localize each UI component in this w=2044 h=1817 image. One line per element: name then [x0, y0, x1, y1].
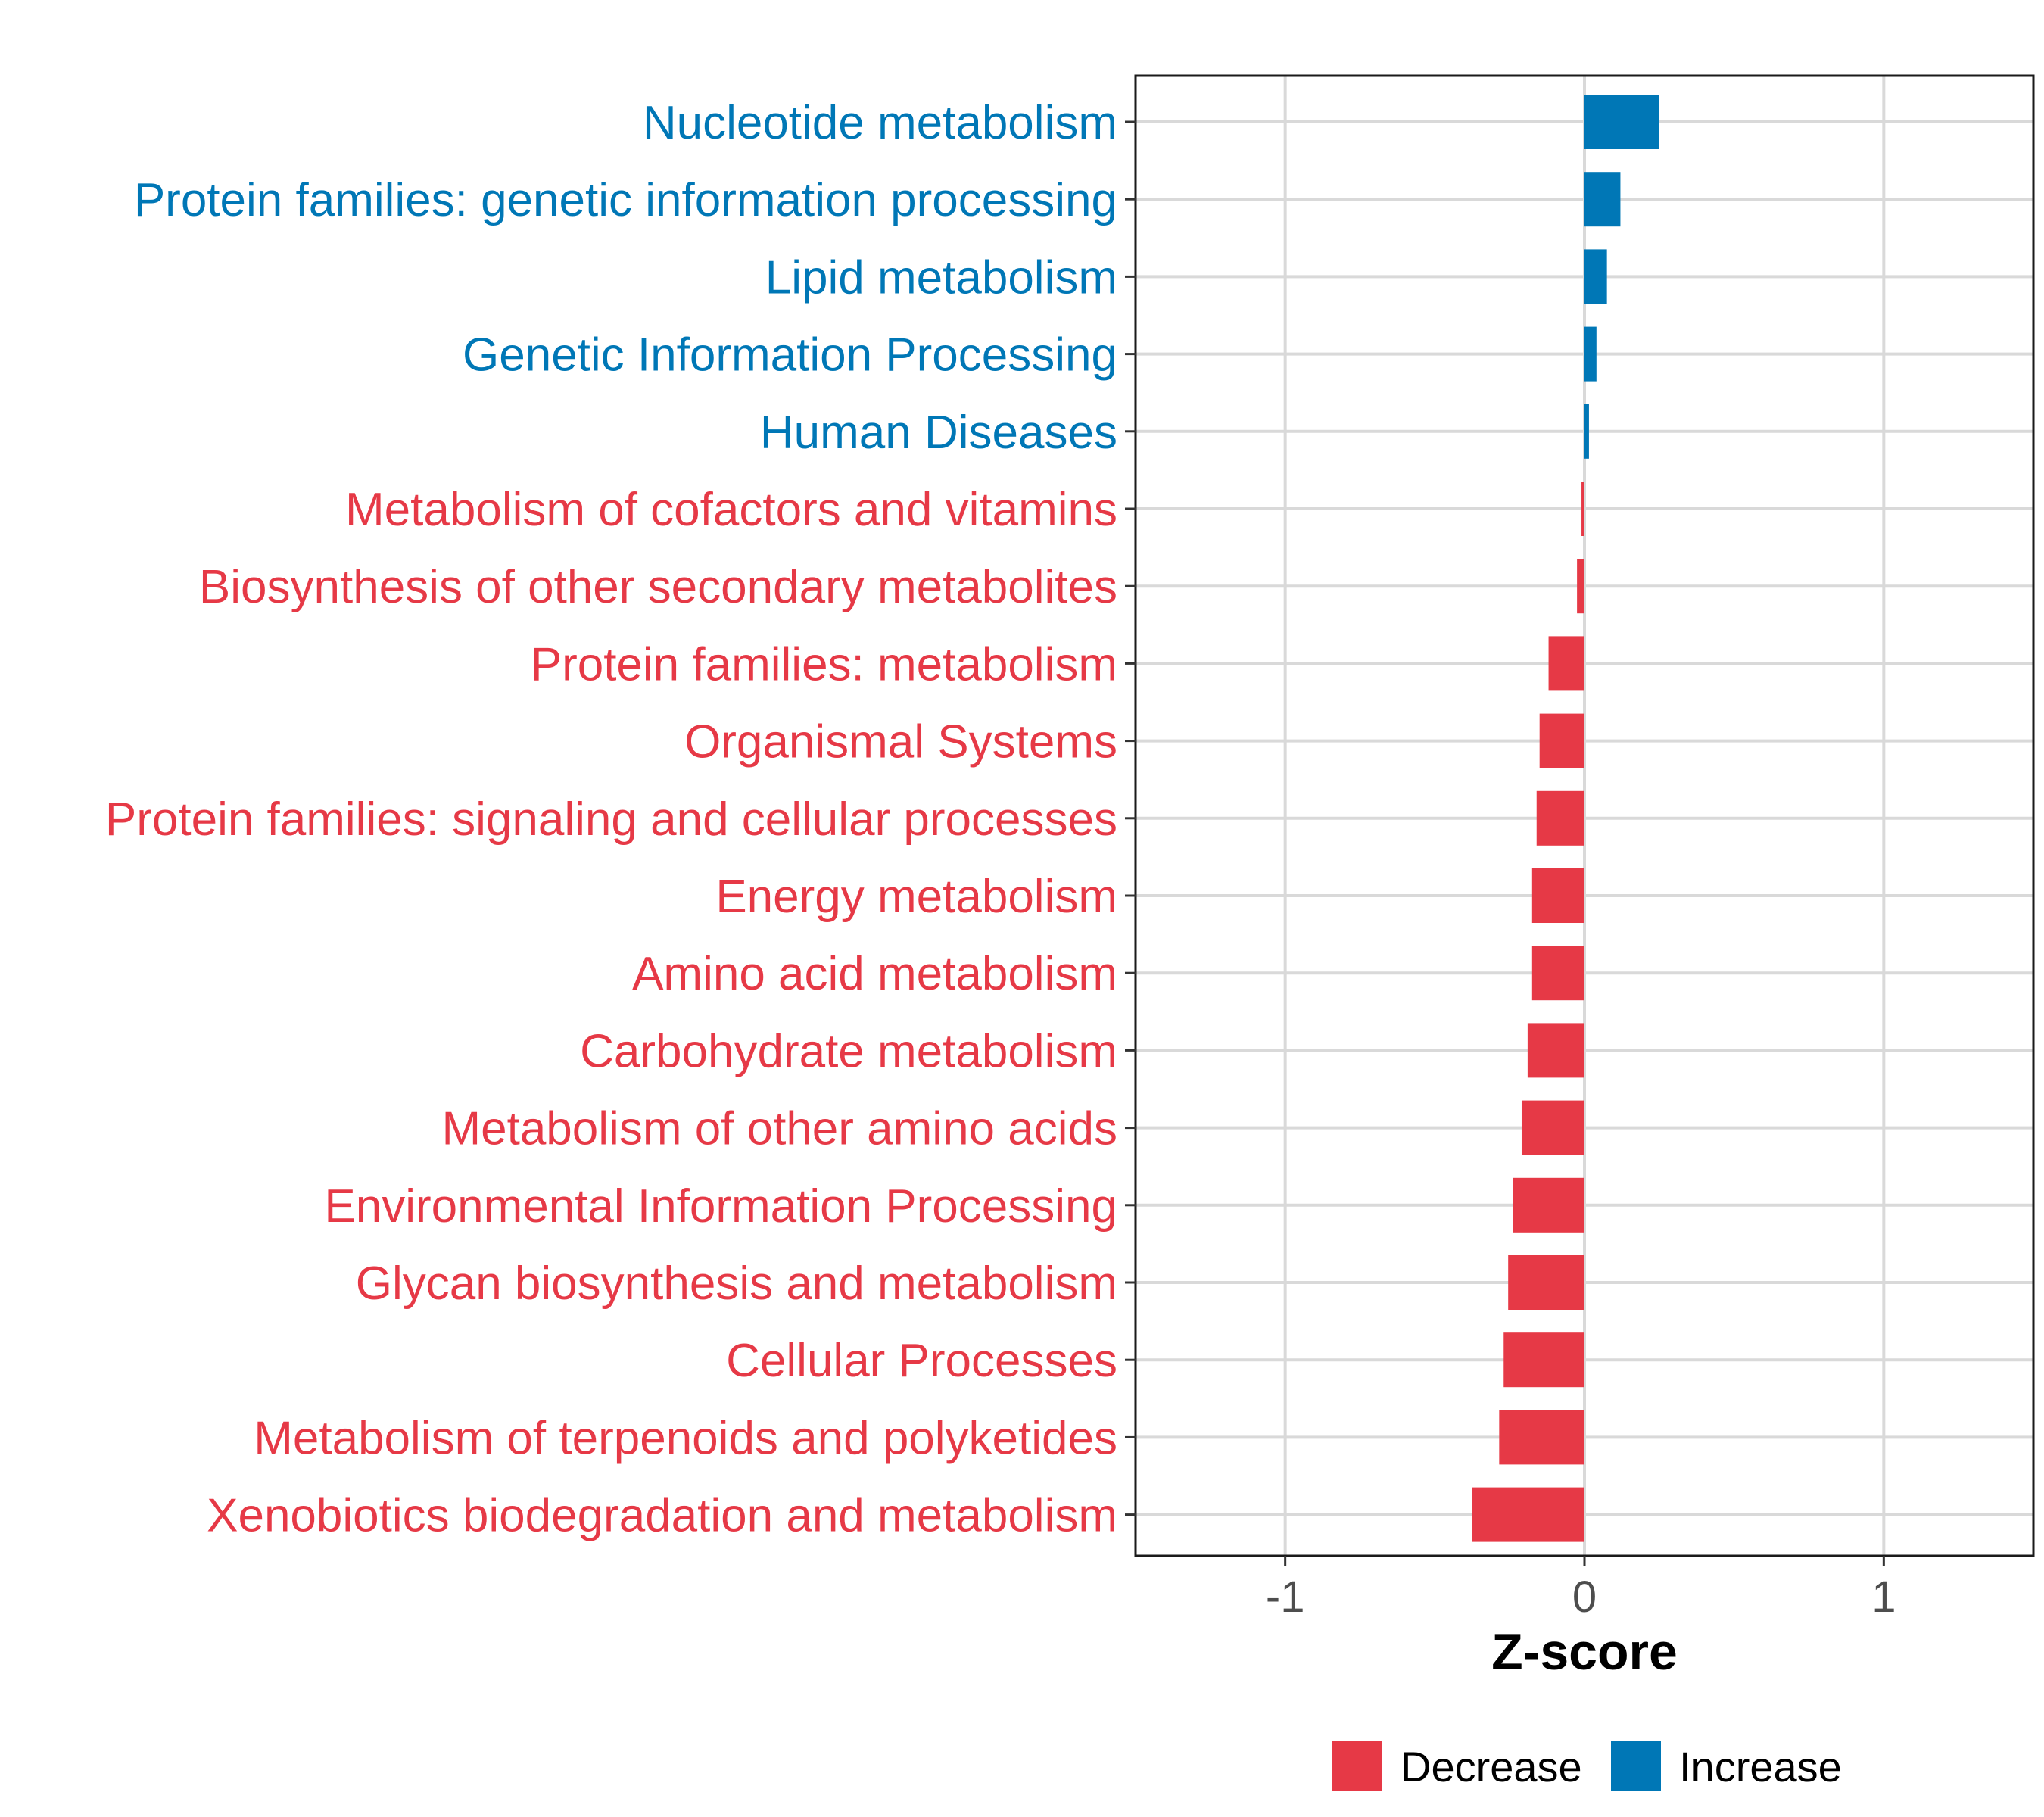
bar-6	[1577, 559, 1584, 614]
bar-13	[1521, 1100, 1584, 1155]
category-label-0: Nucleotide metabolism	[643, 97, 1117, 149]
bar-14	[1513, 1177, 1584, 1233]
x-axis-title: Z-score	[1491, 1623, 1678, 1681]
x-tick-label-0: -1	[1266, 1572, 1305, 1622]
category-label-7: Protein families: metabolism	[531, 638, 1117, 690]
x-tick-label-1: 0	[1572, 1572, 1597, 1622]
category-label-14: Environmental Information Processing	[324, 1180, 1117, 1233]
category-label-18: Xenobiotics biodegradation and metabolis…	[207, 1490, 1117, 1542]
bar-17	[1499, 1410, 1584, 1465]
bar-5	[1581, 482, 1584, 536]
y-axis-ticks	[1125, 120, 1136, 1516]
category-label-12: Carbohydrate metabolism	[580, 1025, 1117, 1077]
bar-11	[1531, 946, 1584, 1001]
category-label-16: Cellular Processes	[726, 1335, 1117, 1387]
legend-label-1: Increase	[1679, 1743, 1842, 1791]
category-label-5: Metabolism of cofactors and vitamins	[345, 484, 1117, 536]
bar-0	[1584, 95, 1659, 149]
legend: Decrease Increase	[1332, 1741, 1842, 1791]
category-label-13: Metabolism of other amino acids	[441, 1103, 1117, 1155]
category-label-10: Energy metabolism	[715, 871, 1117, 923]
category-label-8: Organismal Systems	[684, 716, 1117, 768]
bar-3	[1584, 326, 1597, 382]
bar-7	[1548, 636, 1584, 691]
legend-label-0: Decrease	[1401, 1743, 1582, 1791]
y-axis-labels: Nucleotide metabolism Protein families: g…	[105, 97, 1117, 1542]
bar-4	[1584, 404, 1589, 459]
bar-8	[1539, 713, 1584, 768]
category-label-9: Protein families: signaling and cellular…	[105, 793, 1117, 846]
category-label-11: Amino acid metabolism	[632, 948, 1117, 1000]
x-tick-label-2: 1	[1871, 1572, 1896, 1622]
category-label-2: Lipid metabolism	[765, 251, 1117, 304]
bars	[1472, 95, 1659, 1542]
category-label-1: Protein families: genetic information pr…	[134, 174, 1117, 226]
bar-12	[1527, 1023, 1584, 1078]
category-label-17: Metabolism of terpenoids and polyketides	[254, 1412, 1117, 1464]
bar-16	[1503, 1332, 1584, 1388]
category-label-15: Glycan biosynthesis and metabolism	[356, 1258, 1117, 1310]
bar-1	[1584, 172, 1621, 227]
bar-9	[1536, 790, 1584, 846]
legend-swatch-1	[1611, 1741, 1661, 1791]
category-label-6: Biosynthesis of other secondary metaboli…	[199, 561, 1117, 613]
bar-10	[1531, 868, 1584, 923]
legend-swatch-0	[1332, 1741, 1382, 1791]
category-label-3: Genetic Information Processing	[463, 329, 1117, 382]
x-axis-ticks: -1 0 1	[1266, 1556, 1896, 1622]
bar-18	[1472, 1487, 1584, 1542]
bar-2	[1584, 249, 1607, 304]
category-label-4: Human Diseases	[760, 407, 1117, 459]
bar-15	[1508, 1255, 1584, 1310]
